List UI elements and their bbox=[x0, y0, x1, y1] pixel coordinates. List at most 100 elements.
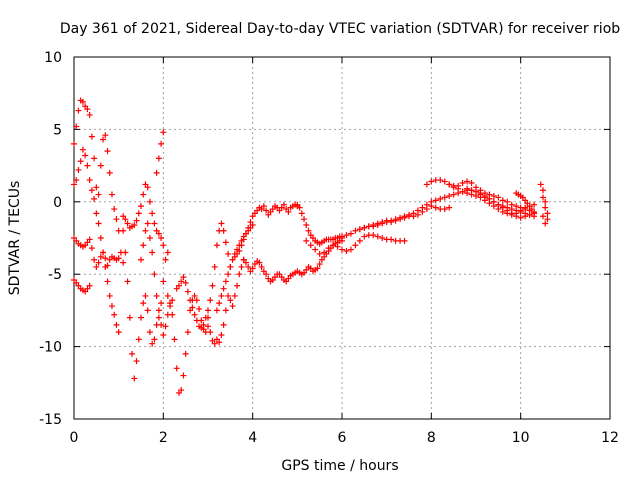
data-point bbox=[75, 166, 82, 173]
data-point bbox=[149, 340, 156, 347]
x-axis-label: GPS time / hours bbox=[281, 458, 398, 474]
data-point bbox=[124, 220, 131, 227]
data-point bbox=[140, 300, 147, 307]
data-point bbox=[544, 216, 551, 223]
data-point bbox=[441, 194, 448, 201]
data-point bbox=[196, 305, 203, 312]
data-point bbox=[455, 185, 462, 192]
data-point bbox=[343, 232, 350, 239]
data-point bbox=[184, 288, 191, 295]
data-point bbox=[242, 259, 249, 266]
data-point bbox=[361, 233, 368, 240]
data-point bbox=[84, 162, 91, 169]
data-point bbox=[370, 223, 377, 230]
data-point bbox=[231, 292, 238, 299]
data-point bbox=[140, 242, 147, 249]
data-points bbox=[71, 97, 551, 396]
data-point bbox=[305, 227, 312, 234]
series-track-w bbox=[537, 181, 551, 227]
data-point bbox=[155, 307, 162, 314]
data-point bbox=[450, 182, 457, 189]
data-point bbox=[352, 227, 359, 234]
data-point bbox=[144, 220, 151, 227]
data-point bbox=[495, 194, 502, 201]
data-point bbox=[79, 146, 86, 153]
data-point bbox=[108, 191, 115, 198]
data-point bbox=[184, 329, 191, 336]
data-point bbox=[361, 224, 368, 231]
data-point bbox=[410, 213, 417, 220]
data-point bbox=[151, 271, 158, 278]
data-point bbox=[526, 211, 533, 218]
data-point bbox=[437, 177, 444, 184]
data-point bbox=[113, 216, 120, 223]
series-track-g bbox=[138, 220, 176, 339]
data-point bbox=[162, 323, 169, 330]
data-point bbox=[95, 191, 102, 198]
data-point bbox=[401, 214, 408, 221]
data-point bbox=[93, 210, 100, 217]
data-point bbox=[86, 236, 93, 243]
series-track-o bbox=[294, 201, 345, 247]
y-axis-label: SDTVAR / TECUs bbox=[7, 181, 23, 296]
data-point bbox=[296, 204, 303, 211]
y-tick-label: -10 bbox=[39, 340, 62, 356]
series-track-r bbox=[356, 203, 453, 233]
data-point bbox=[517, 207, 524, 214]
data-point bbox=[160, 332, 167, 339]
data-point bbox=[205, 314, 211, 321]
data-point bbox=[97, 162, 104, 169]
data-point bbox=[106, 292, 113, 299]
data-point bbox=[307, 242, 314, 249]
data-point bbox=[216, 300, 223, 307]
data-point bbox=[100, 136, 107, 143]
data-point bbox=[432, 204, 439, 211]
data-point bbox=[142, 292, 149, 299]
data-point bbox=[106, 169, 113, 176]
x-tick-label: 6 bbox=[338, 430, 347, 446]
data-point bbox=[88, 245, 95, 252]
data-point bbox=[138, 256, 144, 263]
data-point bbox=[446, 204, 453, 211]
data-point bbox=[187, 297, 194, 304]
data-point bbox=[97, 235, 104, 241]
data-point bbox=[544, 210, 551, 217]
data-point bbox=[146, 198, 153, 205]
data-point bbox=[540, 194, 546, 201]
data-point bbox=[537, 181, 544, 188]
data-point bbox=[158, 140, 165, 147]
data-point bbox=[149, 210, 156, 217]
data-point bbox=[175, 282, 182, 289]
data-point bbox=[388, 236, 395, 243]
data-point bbox=[155, 230, 162, 237]
data-point bbox=[301, 216, 308, 223]
series-track-j bbox=[173, 220, 234, 331]
data-point bbox=[122, 216, 129, 223]
data-point bbox=[108, 303, 115, 310]
x-tick-label: 8 bbox=[427, 430, 436, 446]
data-point bbox=[379, 235, 386, 241]
data-point bbox=[160, 129, 167, 136]
series-track-t bbox=[446, 181, 538, 221]
data-point bbox=[180, 274, 187, 281]
data-point bbox=[321, 249, 328, 256]
data-point bbox=[104, 262, 111, 269]
data-point bbox=[93, 184, 100, 191]
data-point bbox=[316, 261, 323, 268]
data-point bbox=[486, 195, 493, 202]
data-point bbox=[531, 210, 538, 217]
data-point bbox=[303, 221, 310, 228]
data-point bbox=[182, 350, 189, 357]
y-tick-label: -5 bbox=[48, 267, 62, 283]
data-point bbox=[135, 336, 142, 343]
data-point bbox=[401, 237, 408, 244]
data-point bbox=[151, 220, 158, 227]
data-point bbox=[499, 197, 506, 204]
data-point bbox=[225, 250, 232, 257]
series-track-d bbox=[71, 276, 93, 295]
data-point bbox=[146, 235, 153, 241]
data-point bbox=[169, 311, 176, 318]
data-point bbox=[245, 224, 252, 231]
data-point bbox=[193, 317, 200, 324]
grid-lines bbox=[74, 57, 610, 419]
